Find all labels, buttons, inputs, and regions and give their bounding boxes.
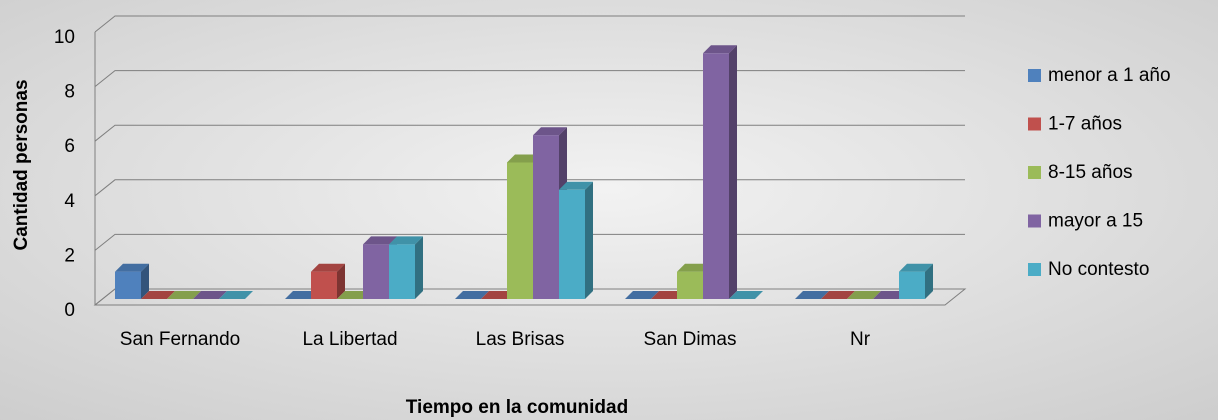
x-tick-label: San Fernando	[120, 329, 240, 350]
legend-swatch	[1028, 263, 1041, 276]
bar-front	[115, 271, 141, 299]
legend-label: menor a 1 año	[1048, 65, 1171, 86]
legend-label: mayor a 15	[1048, 211, 1143, 232]
bar-top	[507, 154, 541, 163]
bar-front	[311, 271, 337, 299]
bar	[481, 291, 515, 299]
bar	[337, 291, 371, 299]
bar	[651, 291, 685, 299]
bar-front	[677, 271, 703, 299]
bar-front	[559, 189, 585, 299]
bar	[455, 291, 489, 299]
bar	[311, 263, 345, 299]
grid-line	[94, 124, 965, 142]
bar-side	[415, 236, 423, 299]
y-tick-label: 4	[64, 191, 75, 212]
bar-top	[559, 181, 593, 190]
bar-top	[167, 291, 201, 299]
bar-top	[847, 291, 881, 299]
bar	[729, 291, 763, 299]
bar-side	[729, 45, 737, 299]
bar-top	[219, 291, 253, 299]
bar-top	[363, 236, 397, 245]
bar-front	[899, 271, 925, 299]
y-tick-label: 6	[64, 136, 75, 157]
x-tick-label: Las Brisas	[476, 329, 565, 350]
bar-top	[729, 291, 763, 299]
bar	[821, 291, 855, 299]
legend-swatch	[1028, 117, 1041, 131]
bar-top	[337, 291, 371, 299]
bar	[285, 291, 319, 299]
bar-front	[389, 244, 415, 299]
bar-top	[703, 45, 737, 54]
bar-top	[285, 291, 319, 299]
grid-line	[94, 233, 965, 251]
bar	[559, 181, 593, 299]
bar-top	[389, 236, 423, 245]
bar	[703, 45, 737, 299]
bar	[389, 236, 423, 299]
bar	[193, 291, 227, 299]
legend-swatch	[1028, 214, 1041, 228]
bar-top	[795, 291, 829, 299]
bar	[847, 291, 881, 299]
bar	[873, 291, 907, 299]
legend-swatch	[1028, 166, 1041, 179]
x-axis-title: Tiempo en la comunidad	[406, 397, 628, 418]
grid-line	[94, 70, 965, 87]
bar	[533, 127, 567, 299]
legend-label: No contesto	[1048, 259, 1149, 280]
y-tick-label: 10	[54, 27, 75, 48]
y-tick-label: 2	[64, 245, 75, 266]
bar	[219, 291, 253, 299]
bar-top	[311, 263, 345, 272]
y-axis-title: Cantidad personas	[11, 79, 32, 250]
x-tick-label: La Libertad	[302, 329, 397, 350]
bar-top	[677, 263, 711, 272]
legend-swatch	[1028, 69, 1041, 82]
bar-top	[899, 263, 933, 272]
bar-top	[651, 291, 685, 299]
bar-side	[141, 263, 149, 299]
bar-front	[363, 244, 389, 299]
bar-side	[337, 263, 345, 299]
bar-top	[873, 291, 907, 299]
bar-top	[141, 291, 175, 299]
bar-front	[703, 53, 729, 299]
bar	[115, 263, 149, 299]
x-tick-label: San Dimas	[644, 329, 737, 350]
grid-line	[94, 15, 965, 33]
bar-front	[507, 162, 533, 299]
y-tick-label: 8	[64, 82, 75, 103]
y-tick-label: 0	[64, 300, 75, 321]
bar-top	[821, 291, 855, 299]
bar	[625, 291, 659, 299]
bar-front	[533, 135, 559, 299]
bar-top	[115, 263, 149, 272]
x-tick-label: Nr	[850, 329, 871, 350]
bar	[141, 291, 175, 299]
bar-top	[193, 291, 227, 299]
bar-top	[625, 291, 659, 299]
bar	[899, 263, 933, 299]
bar-side	[925, 263, 933, 299]
legend-label: 8-15 años	[1048, 162, 1133, 183]
bar-top	[455, 291, 489, 299]
grid-line	[94, 179, 965, 197]
bar-top	[533, 127, 567, 136]
legend-label: 1-7 años	[1048, 114, 1122, 135]
bar	[795, 291, 829, 299]
bar-top	[481, 291, 515, 299]
bar	[167, 291, 201, 299]
bar-side	[585, 181, 593, 299]
